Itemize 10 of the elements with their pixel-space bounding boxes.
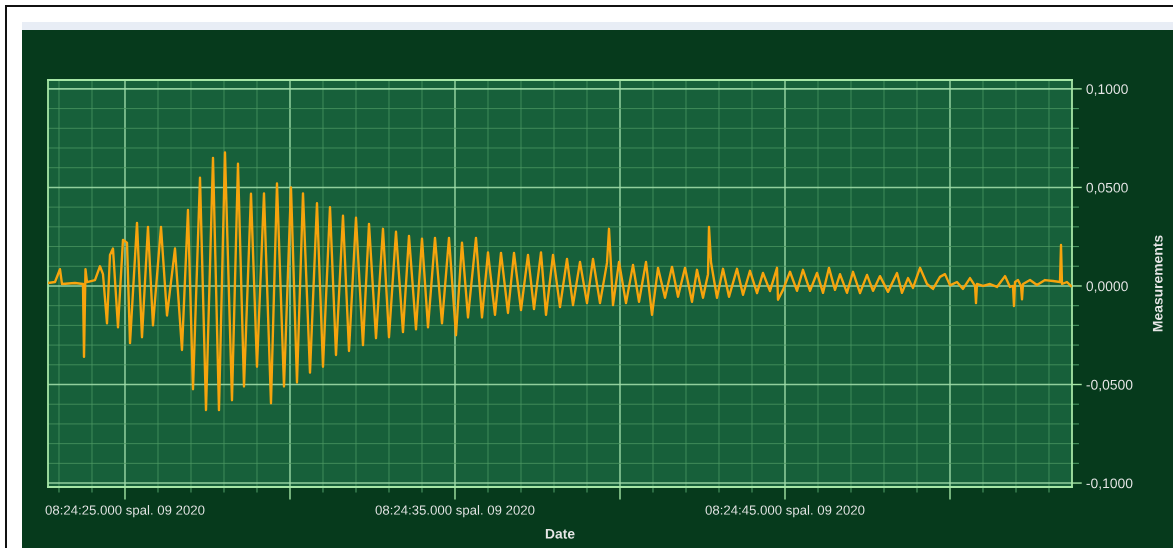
x-tick-label: 08:24:45.000 spal. 09 2020 bbox=[705, 505, 865, 518]
y-tick-label: 0,0500 bbox=[1086, 182, 1128, 195]
y-tick-label: 0,0000 bbox=[1086, 281, 1128, 293]
y-tick-label: -0,0500 bbox=[1086, 379, 1133, 392]
x-tick-label: 08:24:35.000 spal. 09 2020 bbox=[375, 505, 535, 518]
y-axis-title: Measurements bbox=[1152, 235, 1163, 332]
x-tick-label: 08:24:25.000 spal. 09 2020 bbox=[45, 505, 205, 518]
x-axis-title: Date bbox=[545, 528, 575, 539]
y-tick-label: -0,1000 bbox=[1086, 478, 1133, 490]
y-tick-label: 0,1000 bbox=[1086, 84, 1128, 96]
